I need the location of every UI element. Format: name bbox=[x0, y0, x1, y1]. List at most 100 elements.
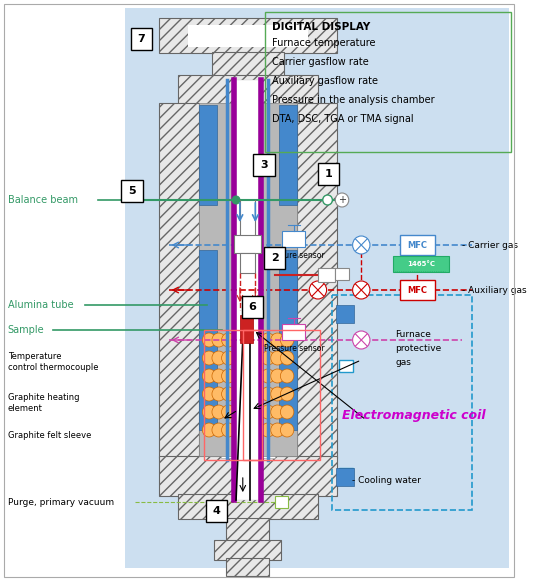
Text: Auxiliary gasflow rate: Auxiliary gasflow rate bbox=[272, 76, 378, 86]
Circle shape bbox=[280, 405, 294, 419]
Text: Balance beam: Balance beam bbox=[8, 195, 77, 205]
Bar bbox=[258, 103, 297, 456]
Bar bbox=[234, 235, 261, 253]
Circle shape bbox=[222, 351, 235, 365]
Text: MFC: MFC bbox=[407, 241, 427, 249]
Bar bbox=[214, 540, 281, 560]
Bar bbox=[212, 52, 284, 77]
Text: Alumina tube: Alumina tube bbox=[8, 300, 73, 310]
Bar bbox=[131, 28, 152, 50]
Bar bbox=[297, 103, 337, 458]
Circle shape bbox=[280, 387, 294, 401]
Circle shape bbox=[212, 333, 225, 347]
Circle shape bbox=[280, 423, 294, 437]
Circle shape bbox=[335, 193, 349, 207]
Text: DTA, DSC, TGA or TMA signal: DTA, DSC, TGA or TMA signal bbox=[272, 114, 413, 124]
Circle shape bbox=[280, 333, 294, 347]
Bar bbox=[282, 324, 306, 340]
Text: Pressure in the analysis chamber: Pressure in the analysis chamber bbox=[272, 95, 434, 105]
Circle shape bbox=[261, 333, 274, 347]
Circle shape bbox=[352, 281, 370, 299]
Circle shape bbox=[202, 333, 216, 347]
Bar bbox=[400, 280, 435, 300]
Text: Temperature
control thermocouple: Temperature control thermocouple bbox=[8, 352, 98, 372]
Text: - Carrier gas: - Carrier gas bbox=[463, 241, 519, 249]
Bar bbox=[332, 295, 472, 510]
Text: 7: 7 bbox=[138, 34, 145, 44]
Text: Graphite felt sleeve: Graphite felt sleeve bbox=[8, 431, 91, 439]
Text: Graphite heating
element: Graphite heating element bbox=[8, 393, 79, 413]
Circle shape bbox=[212, 369, 225, 383]
Text: +: + bbox=[338, 195, 346, 205]
Circle shape bbox=[271, 423, 284, 437]
Bar bbox=[221, 103, 274, 458]
Circle shape bbox=[212, 387, 225, 401]
Bar bbox=[204, 330, 262, 460]
Circle shape bbox=[280, 369, 294, 383]
Circle shape bbox=[222, 333, 235, 347]
Bar bbox=[236, 80, 259, 500]
Circle shape bbox=[352, 236, 370, 254]
Text: protective: protective bbox=[395, 344, 441, 353]
Bar bbox=[336, 305, 353, 323]
Bar bbox=[122, 180, 143, 202]
Circle shape bbox=[271, 405, 284, 419]
Text: - Cooling water: - Cooling water bbox=[352, 475, 421, 485]
Bar bbox=[282, 231, 306, 247]
Circle shape bbox=[202, 405, 216, 419]
Bar bbox=[265, 12, 511, 152]
Circle shape bbox=[222, 387, 235, 401]
Text: 1465°C: 1465°C bbox=[407, 261, 435, 267]
Bar bbox=[400, 235, 435, 255]
Bar bbox=[279, 250, 297, 430]
Bar bbox=[200, 103, 238, 456]
Bar bbox=[200, 250, 217, 430]
Circle shape bbox=[212, 423, 225, 437]
Bar bbox=[178, 75, 318, 105]
Circle shape bbox=[222, 423, 235, 437]
Circle shape bbox=[261, 423, 274, 437]
Circle shape bbox=[261, 405, 274, 419]
Bar bbox=[200, 105, 217, 205]
Circle shape bbox=[222, 369, 235, 383]
Text: 2: 2 bbox=[271, 253, 279, 263]
Bar bbox=[274, 496, 288, 508]
Text: Electromagnetic coil: Electromagnetic coil bbox=[342, 408, 486, 421]
Circle shape bbox=[202, 351, 216, 365]
Circle shape bbox=[352, 331, 370, 349]
Bar bbox=[279, 105, 297, 205]
Bar bbox=[226, 518, 269, 543]
Circle shape bbox=[222, 405, 235, 419]
Text: 1: 1 bbox=[324, 169, 332, 179]
Text: 5: 5 bbox=[128, 186, 136, 196]
Bar bbox=[242, 296, 263, 318]
Text: 3: 3 bbox=[260, 160, 268, 170]
Circle shape bbox=[261, 369, 274, 383]
Text: 6: 6 bbox=[249, 302, 256, 312]
Bar bbox=[335, 268, 349, 280]
Circle shape bbox=[202, 423, 216, 437]
Text: - Auxiliary gas: - Auxiliary gas bbox=[463, 285, 527, 295]
Bar bbox=[159, 18, 337, 53]
Text: Carrier gasflow rate: Carrier gasflow rate bbox=[272, 57, 369, 67]
Bar bbox=[253, 154, 274, 176]
Text: 4: 4 bbox=[213, 506, 221, 516]
Circle shape bbox=[202, 387, 216, 401]
Circle shape bbox=[309, 281, 327, 299]
Circle shape bbox=[212, 351, 225, 365]
Bar bbox=[125, 8, 509, 568]
Bar bbox=[243, 330, 320, 460]
Text: Furnace temperature: Furnace temperature bbox=[272, 38, 375, 48]
Circle shape bbox=[271, 387, 284, 401]
Circle shape bbox=[271, 369, 284, 383]
Circle shape bbox=[271, 333, 284, 347]
Bar bbox=[240, 253, 256, 273]
Text: Purge, primary vacuum: Purge, primary vacuum bbox=[8, 497, 114, 507]
Bar bbox=[318, 268, 335, 282]
Bar bbox=[159, 456, 337, 496]
Text: gas: gas bbox=[395, 358, 411, 367]
Circle shape bbox=[271, 351, 284, 365]
Bar bbox=[159, 103, 200, 458]
Circle shape bbox=[232, 196, 240, 204]
Circle shape bbox=[261, 387, 274, 401]
